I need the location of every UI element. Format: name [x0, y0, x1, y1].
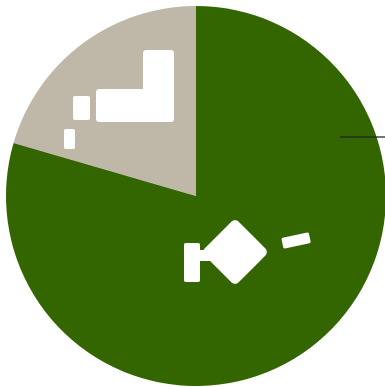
- glyph-mark: [184, 243, 200, 282]
- glyph-mark: [203, 220, 267, 284]
- slice-glyph-marks-green: [184, 220, 311, 284]
- glyph-mark: [64, 129, 75, 149]
- glyph-mark: [281, 232, 311, 249]
- glyph-mark: [96, 89, 174, 122]
- pie-slice-1: [6, 6, 385, 386]
- slice-glyph-marks-tan: [64, 50, 174, 149]
- pie-slices: [6, 5, 385, 386]
- glyph-mark: [195, 250, 217, 261]
- glyph-mark: [73, 96, 90, 120]
